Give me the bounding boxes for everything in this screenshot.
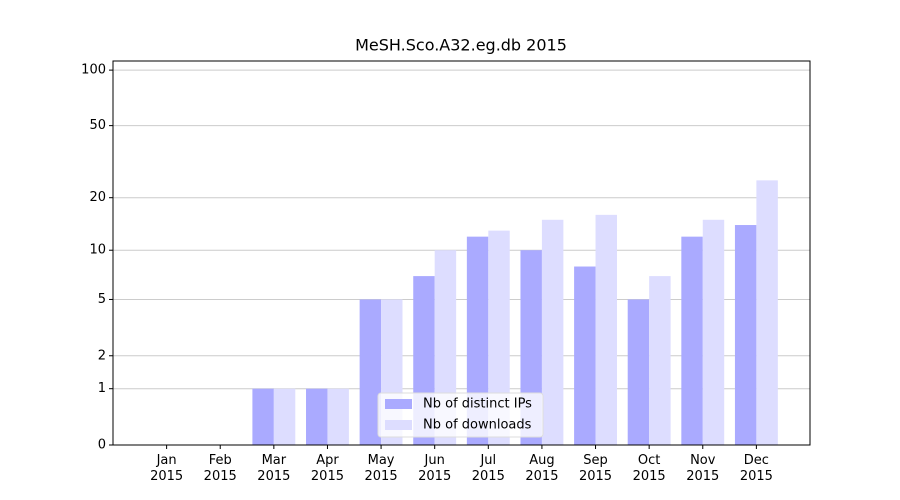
bar (595, 214, 617, 445)
y-tick-label: 50 (89, 118, 106, 133)
x-tick-label: Jul 2015 (471, 453, 505, 484)
bar (252, 388, 274, 445)
bar (359, 299, 382, 445)
x-tick-label: May 2015 (364, 453, 398, 484)
bar (306, 388, 328, 445)
legend-swatch (385, 399, 412, 409)
x-tick-label: Aug 2015 (525, 453, 559, 484)
bar (627, 299, 650, 445)
legend-label: Nb of distinct IPs (423, 397, 532, 412)
y-tick-label: 5 (98, 292, 106, 307)
x-tick-label: Mar 2015 (257, 453, 291, 484)
legend-label: Nb of downloads (423, 418, 532, 433)
x-tick-label: Feb 2015 (203, 453, 237, 484)
bar (756, 180, 778, 445)
y-tick-label: 10 (89, 243, 106, 258)
y-tick-label: 20 (89, 190, 106, 205)
bar (541, 219, 564, 445)
x-tick-label: Jun 2015 (418, 453, 452, 484)
bar (273, 388, 296, 445)
x-tick-label: Jan 2015 (150, 453, 184, 484)
y-tick-label: 1 (98, 381, 106, 396)
bar (488, 230, 510, 445)
y-tick-label: 100 (81, 63, 106, 78)
bar (681, 236, 703, 445)
x-tick-label: Oct 2015 (632, 453, 666, 484)
plot-frame (112, 60, 811, 446)
x-tick-label: Nov 2015 (686, 453, 720, 484)
x-tick-label: Apr 2015 (310, 453, 344, 484)
legend-swatch (385, 420, 412, 430)
chart-title: MeSH.Sco.A32.eg.db 2015 (355, 36, 567, 55)
bar (327, 388, 349, 445)
y-tick-label: 2 (98, 348, 106, 363)
legend-box (377, 392, 544, 438)
x-tick-label: Sep 2015 (578, 453, 613, 484)
bar (574, 266, 596, 445)
bar (734, 225, 757, 445)
bar (649, 276, 671, 445)
x-tick-label: Dec 2015 (739, 453, 773, 484)
bar (702, 219, 725, 445)
y-tick-label: 0 (98, 438, 106, 453)
